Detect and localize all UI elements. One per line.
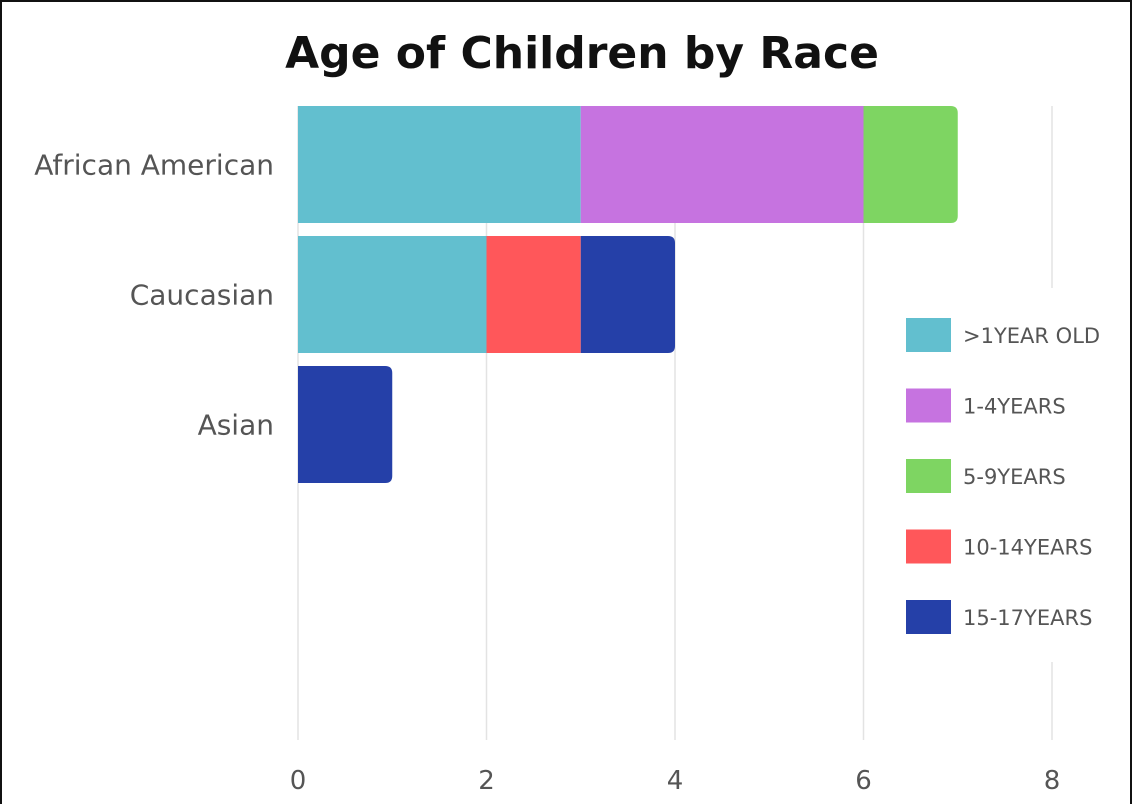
legend: >1YEAR OLD 1-4YEARS 5-9YEARS 10-14YEARS 15-1…: [890, 298, 1130, 662]
x-tick-label-8: 8: [1044, 766, 1061, 796]
bar-african-american-5-9years: [863, 106, 958, 223]
category-label-african-american: African American: [34, 149, 274, 182]
bar-african-american-1-4years: [580, 106, 864, 223]
bar-asian-15-17years: [298, 366, 393, 483]
chart-title: Age of Children by Race: [285, 28, 879, 79]
legend-label-1year-old: >1YEAR OLD: [963, 324, 1100, 348]
legend-swatch-10-14years: [906, 529, 951, 564]
x-tick-label-0: 0: [290, 766, 307, 796]
x-tick-label-6: 6: [855, 766, 872, 796]
x-tick-label-2: 2: [478, 766, 495, 796]
category-labels: African American Caucasian Asian: [34, 149, 274, 442]
bars: [298, 106, 958, 483]
category-label-caucasian: Caucasian: [130, 279, 274, 312]
bar-african-american-1year-old: [298, 106, 581, 223]
x-axis-ticks: 0 2 4 6 8: [290, 766, 1061, 796]
legend-swatch-1-4years: [906, 388, 951, 423]
legend-swatch-1year-old: [906, 318, 951, 352]
bar-caucasian-15-17years: [580, 236, 675, 353]
legend-label-15-17years: 15-17YEARS: [963, 606, 1092, 630]
legend-swatch-15-17years: [906, 600, 951, 634]
bar-caucasian-1year-old: [298, 236, 487, 353]
bar-caucasian-10-14years: [486, 236, 581, 353]
category-label-asian: Asian: [198, 409, 274, 442]
legend-label-10-14years: 10-14YEARS: [963, 536, 1092, 560]
legend-swatch-5-9years: [906, 459, 951, 493]
x-tick-label-4: 4: [667, 766, 684, 796]
legend-label-1-4years: 1-4YEARS: [963, 395, 1066, 419]
legend-label-5-9years: 5-9YEARS: [963, 465, 1066, 489]
